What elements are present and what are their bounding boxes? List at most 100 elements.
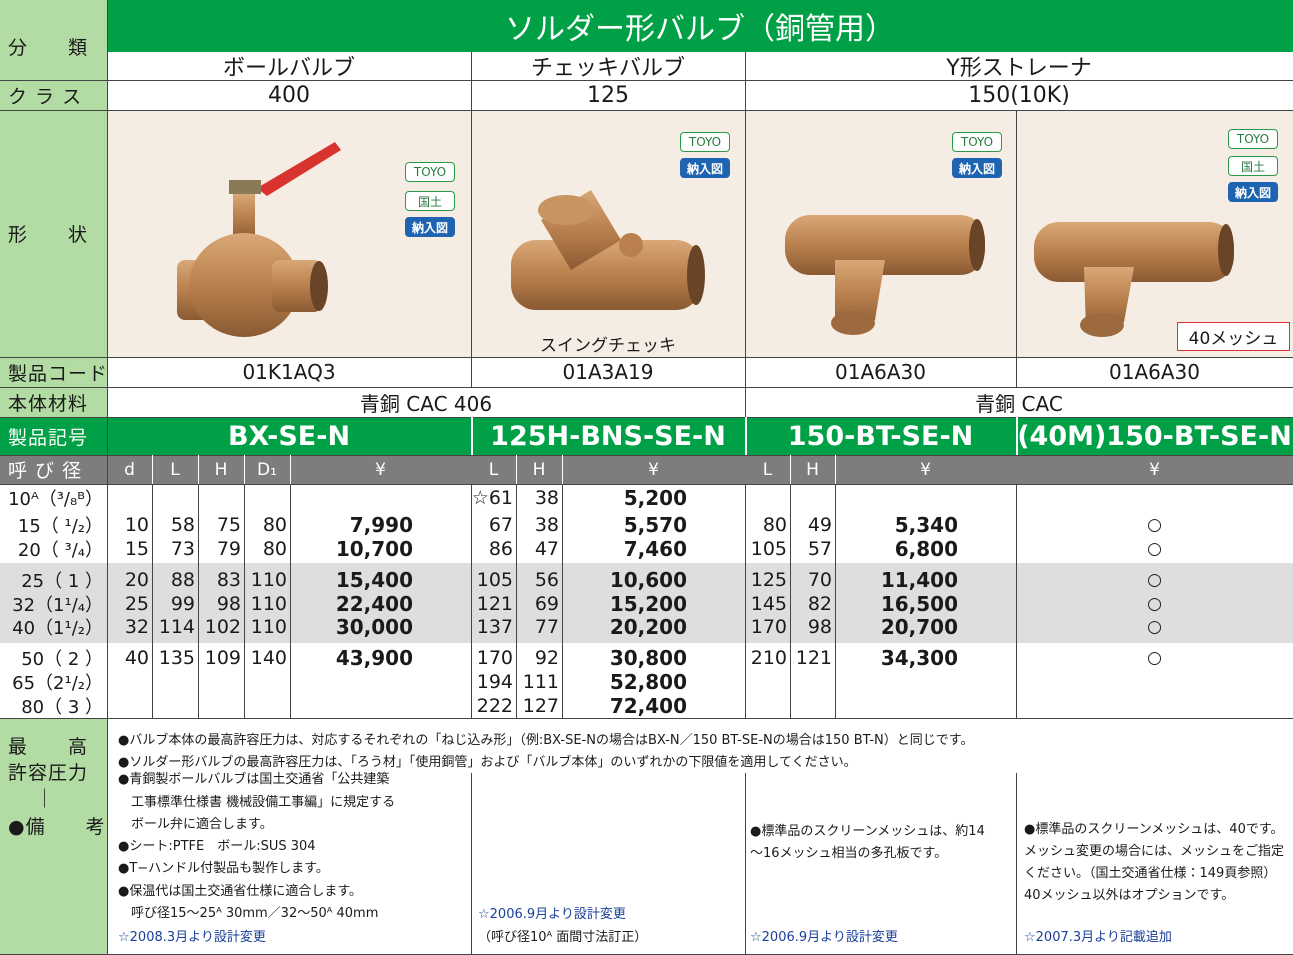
size: 10ᴬ（³/₈ᴮ）	[8, 489, 103, 510]
material-label: 本体材料	[8, 392, 89, 415]
v-line	[198, 455, 199, 484]
v-line	[471, 484, 472, 718]
note: ☆2007.3月より記載追加	[1024, 929, 1172, 945]
price: 72,400	[609, 694, 687, 718]
dimension: 210	[750, 647, 787, 669]
dimension: 105	[750, 538, 787, 560]
dimension: 121	[476, 593, 513, 615]
dimension: 80	[262, 514, 287, 536]
dimension: 20	[124, 569, 149, 591]
note: ●保温代は国土交通省仕様に適合します。	[118, 883, 363, 899]
notes-label: 許容圧力	[8, 761, 89, 784]
column-header: D₁	[257, 459, 277, 480]
badge: 国土	[1228, 156, 1278, 176]
size: 15（ ¹/₂）	[17, 516, 103, 537]
note: 呼び径15～25ᴬ 30mm／32～50ᴬ 40mm	[118, 905, 379, 921]
dimension: 67	[488, 514, 513, 536]
column-header: H	[806, 459, 819, 480]
badge: TOYO	[680, 132, 730, 152]
v-line	[471, 110, 472, 387]
dimension: 69	[534, 593, 559, 615]
strainer-40m-image	[1034, 222, 1234, 337]
v-line	[471, 52, 472, 110]
dimension: 145	[750, 593, 787, 615]
h-line	[0, 357, 1293, 358]
cell-bg	[0, 417, 1293, 455]
dimension: 38	[534, 487, 559, 509]
h-line	[0, 80, 1293, 81]
code-label: 製品コード	[8, 362, 109, 385]
dimension: 137	[476, 616, 513, 638]
product-code: 01A3A19	[562, 360, 654, 384]
dimension: 15	[124, 538, 149, 560]
size-label: 呼 び 径	[8, 460, 83, 482]
dimension: 70	[807, 569, 832, 591]
size: 25（ 1 ）	[21, 571, 103, 592]
model-value: (40M)150-BT-SE-N	[1017, 420, 1292, 452]
price: 11,400	[880, 568, 958, 592]
h-line	[0, 110, 1293, 111]
v-line	[516, 455, 517, 484]
note-general: ●ソルダー形バルブの最高許容圧力は、「ろう材」「使用銅管」および「バルブ本体」の…	[118, 754, 857, 770]
note: ●青銅製ボールバルブは国土交通省「公共建築	[118, 771, 390, 787]
cell-bg	[0, 455, 1293, 484]
column-header: H	[532, 459, 546, 480]
dimension: 25	[124, 593, 149, 615]
product-name: ボールバルブ	[222, 56, 355, 81]
note: ください。（国土交通省仕様：149頁参照）	[1024, 865, 1277, 881]
badge: 国土	[405, 191, 455, 211]
dimension: 49	[807, 514, 832, 536]
dimension: 47	[534, 538, 559, 560]
v-line	[835, 484, 836, 718]
dimension: 75	[216, 514, 241, 536]
badge: 納入図	[1228, 182, 1278, 202]
dimension: 38	[534, 514, 559, 536]
dimension: 98	[216, 593, 241, 615]
v-line	[790, 455, 791, 484]
note: （呼び径10ᴬ 面間寸法訂正）	[478, 929, 648, 945]
check-valve-image	[511, 190, 705, 310]
caption: スイングチェッキ	[540, 335, 676, 356]
dimension: 80	[262, 538, 287, 560]
price: 20,700	[880, 615, 958, 639]
dimension: 109	[204, 647, 241, 669]
column-header: d	[124, 459, 135, 480]
dimension: 32	[124, 616, 149, 638]
v-line	[198, 484, 199, 718]
ball-valve-image	[177, 142, 341, 337]
v-line	[290, 455, 291, 484]
dimension: 135	[158, 647, 195, 669]
product-code: 01K1AQ3	[242, 360, 336, 384]
class-value: 125	[587, 82, 629, 108]
dimension: 10	[124, 514, 149, 536]
v-line	[152, 455, 153, 484]
dimension: 125	[750, 569, 787, 591]
v-line	[745, 484, 746, 718]
column-header: L	[762, 459, 773, 480]
note: ●標準品のスクリーンメッシュは、40です。	[1024, 821, 1284, 837]
price: 15,400	[335, 568, 413, 592]
dimension: 40	[124, 647, 149, 669]
availability: ○	[1147, 539, 1162, 559]
note-general: ●バルブ本体の最高許容圧力は、対応するそれぞれの「ねじ込み形」（例:BX-SE-…	[118, 732, 974, 748]
note: ボール弁に適合します。	[118, 816, 273, 832]
dimension: 77	[534, 616, 559, 638]
dimension: 114	[158, 616, 195, 638]
note: メッシュ変更の場合には、メッシュをご指定	[1024, 843, 1285, 859]
note: 40メッシュ以外はオプションです。	[1024, 887, 1235, 903]
badge: 納入図	[680, 158, 730, 178]
v-line	[745, 110, 746, 387]
column-header: ¥	[375, 459, 386, 480]
dimension: 56	[534, 569, 559, 591]
size: 65（2¹/₂）	[12, 673, 103, 694]
badge: 納入図	[952, 158, 1002, 178]
price: 20,200	[609, 615, 687, 639]
price: 7,460	[623, 537, 687, 561]
dimension: 57	[807, 538, 832, 560]
v-line	[835, 455, 836, 484]
h-line	[0, 484, 1293, 485]
notes-label: 最 高	[8, 735, 89, 758]
badge: 納入図	[405, 217, 455, 237]
size: 80（ 3 ）	[21, 697, 103, 718]
